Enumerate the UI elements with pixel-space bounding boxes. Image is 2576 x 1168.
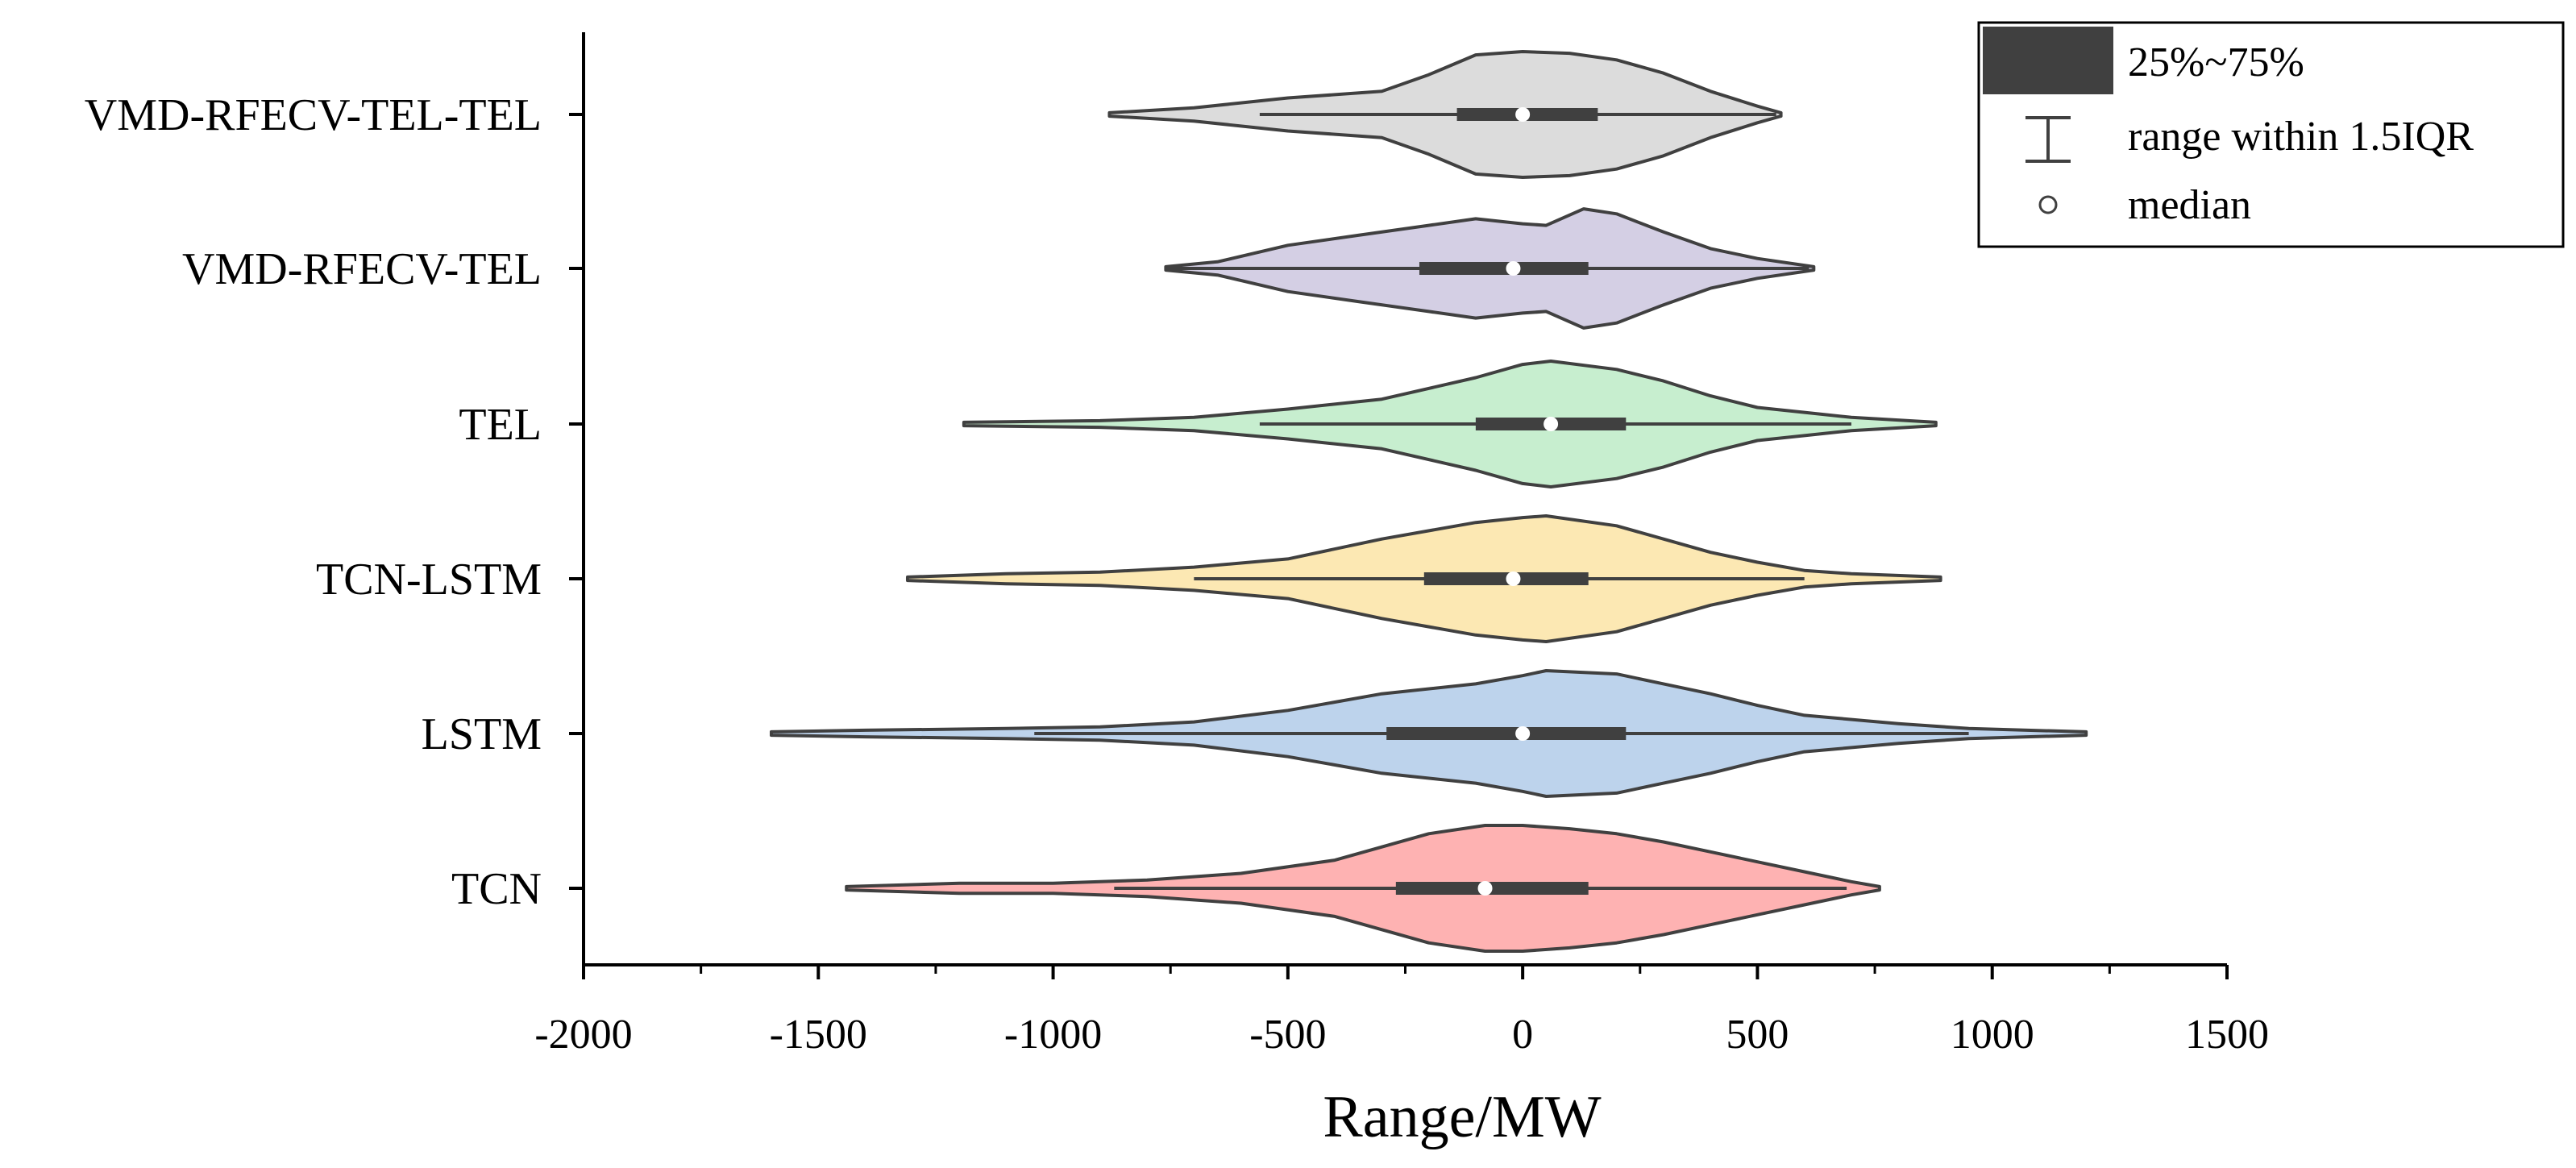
median-marker [1515,726,1531,741]
median-marker [1506,572,1521,586]
category-label: TCN [451,864,542,914]
violin-group [845,824,1881,953]
x-tick-label: 1000 [1951,1012,2034,1058]
legend-box-swatch [1983,27,2113,94]
x-tick-label: -1500 [770,1012,867,1058]
legend-label-box: 25%~75% [2128,39,2304,85]
x-tick-label: 0 [1512,1012,1533,1058]
violin-group [962,360,1938,488]
x-ticks-layer: -2000 -1500 -1000 -500 0 500 1000 1500 [534,965,2269,1058]
category-label: VMD-RFECV-TEL-TEL [85,90,542,140]
legend-whisker-icon [2025,116,2071,163]
legend-label-median: median [2128,182,2251,228]
iqr-box [1419,262,1589,275]
legend: 25%~75% range within 1.5IQR median [1977,21,2565,248]
x-tick-label: -1000 [1004,1012,1102,1058]
median-marker [1515,107,1531,122]
x-tick-label: 1500 [2185,1012,2269,1058]
category-label: TEL [459,400,542,450]
violins-layer [770,50,2088,953]
median-marker [1506,261,1521,276]
x-tick-label: -2000 [534,1012,632,1058]
x-axis-title: Range/MW [1323,1084,1601,1150]
category-label: TCN-LSTM [316,555,542,605]
legend-median-marker [2038,195,2058,214]
x-tick-label: -500 [1249,1012,1326,1058]
violin-group [770,669,2088,798]
category-labels-layer: VMD-RFECV-TEL-TEL VMD-RFECV-TEL TEL TCN-LST… [85,90,584,914]
category-label: VMD-RFECV-TEL [182,244,542,294]
median-marker [1544,417,1559,431]
violin-group [1107,50,1783,179]
median-marker [1477,881,1493,896]
violin-group [1164,207,1816,330]
category-label: LSTM [422,709,542,759]
x-tick-label: 500 [1726,1012,1789,1058]
iqr-box [1386,727,1627,740]
legend-label-whisker: range within 1.5IQR [2128,114,2474,160]
violin-group [905,514,1942,643]
